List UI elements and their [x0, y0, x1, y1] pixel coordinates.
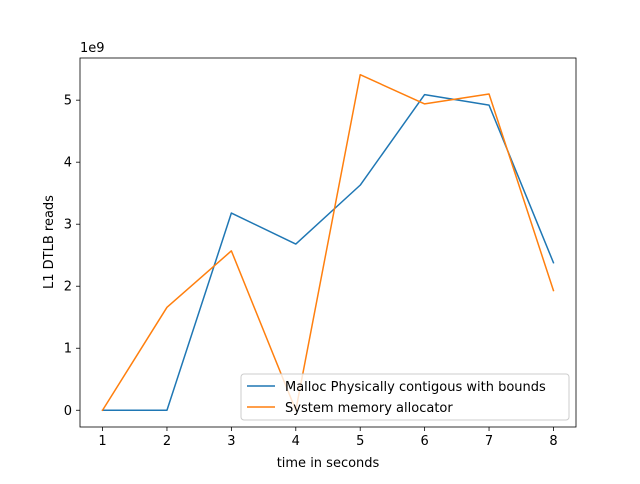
legend-label-system: System memory allocator [285, 401, 453, 416]
legend-label-malloc: Malloc Physically contigous with bounds [285, 380, 546, 395]
series-line-system [101, 73, 555, 412]
x-axis-ticks: 1 2 3 4 5 6 7 8 [98, 427, 558, 449]
x-tick-label: 2 [163, 434, 171, 449]
y-tick-label: 5 [64, 94, 72, 109]
y-scale-label: 1e9 [80, 41, 105, 56]
series-line-malloc [101, 93, 555, 412]
y-tick-label: 3 [64, 218, 72, 233]
y-tick-label: 0 [64, 404, 72, 419]
y-tick-label: 2 [64, 280, 72, 295]
x-tick-label: 7 [485, 434, 493, 449]
series-layer [101, 73, 555, 412]
x-tick-label: 6 [420, 434, 428, 449]
x-tick-label: 8 [549, 434, 557, 449]
y-tick-label: 4 [64, 156, 72, 171]
legend-box [240, 373, 570, 421]
x-axis-label: time in seconds [277, 456, 380, 471]
x-tick-label: 1 [98, 434, 106, 449]
x-tick-label: 5 [356, 434, 364, 449]
y-axis-ticks: 0 1 2 3 4 5 [64, 94, 80, 419]
plot-frame [79, 57, 577, 428]
y-tick-label: 1 [64, 342, 72, 357]
y-axis-label: L1 DTLB reads [42, 195, 57, 289]
x-tick-label: 4 [292, 434, 300, 449]
legend: Malloc Physically contigous with bounds … [240, 373, 570, 421]
x-tick-label: 3 [227, 434, 235, 449]
